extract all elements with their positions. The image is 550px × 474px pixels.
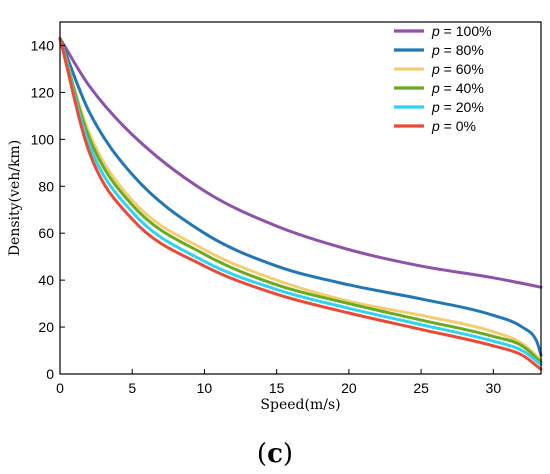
x-tick-label: 15 — [269, 380, 285, 396]
y-tick-label: 100 — [31, 131, 55, 147]
series-line-4 — [58, 36, 543, 367]
y-tick-label: 20 — [38, 319, 54, 335]
y-axis-label: Density(veh/km) — [7, 140, 23, 256]
x-tick-label: 5 — [128, 380, 136, 396]
legend-entry-var: p — [431, 99, 440, 115]
x-tick-label: 0 — [56, 380, 64, 396]
y-tick-label: 60 — [38, 225, 54, 241]
legend-entry-2: p = 60% — [431, 61, 484, 77]
x-tick-label: 25 — [413, 380, 429, 396]
series-line-3 — [58, 36, 543, 364]
legend-entry-var: p — [431, 118, 440, 134]
legend: p = 100%p = 80%p = 60%p = 40%p = 20%p = … — [394, 23, 492, 134]
panel-label-letter: c — [267, 439, 283, 469]
x-tick-label: 20 — [341, 380, 357, 396]
legend-entry-0: p = 100% — [431, 23, 492, 39]
y-tick-label: 0 — [46, 366, 54, 382]
legend-entry-value: = 80% — [440, 42, 484, 58]
x-axis-ticks: 0 5 10 15 20 25 30 — [56, 369, 501, 396]
y-tick-label: 80 — [38, 178, 54, 194]
legend-entry-var: p — [431, 61, 440, 77]
panel-label: (c) — [257, 439, 293, 469]
series-line-2 — [58, 36, 543, 362]
legend-entry-value: = 100% — [440, 23, 492, 39]
legend-entry-var: p — [431, 23, 440, 39]
y-axis-ticks: 0 20 40 60 80 100 120 140 — [31, 37, 65, 382]
legend-entry-value: = 0% — [440, 118, 476, 134]
plot-frame — [59, 21, 542, 375]
y-tick-label: 40 — [38, 272, 54, 288]
legend-entry-var: p — [431, 42, 440, 58]
series-layer — [58, 36, 543, 371]
x-tick-label: 10 — [197, 380, 213, 396]
x-axis-label: Speed(m/s) — [260, 397, 340, 413]
legend-entry-value: = 60% — [440, 61, 484, 77]
x-tick-label: 30 — [486, 380, 502, 396]
series-line-1 — [58, 36, 543, 357]
legend-entry-value: = 40% — [440, 80, 484, 96]
legend-entry-value: = 20% — [440, 99, 484, 115]
legend-entry-5: p = 0% — [431, 118, 476, 134]
panel-label-open: ( — [257, 439, 267, 469]
series-line-5 — [58, 36, 543, 371]
legend-entry-1: p = 80% — [431, 42, 484, 58]
panel-label-close: ) — [283, 439, 293, 469]
legend-entry-3: p = 40% — [431, 80, 484, 96]
legend-entry-var: p — [431, 80, 440, 96]
y-tick-label: 120 — [31, 84, 55, 100]
series-line-0 — [58, 36, 543, 289]
y-tick-label: 140 — [31, 37, 55, 53]
legend-entry-4: p = 20% — [431, 99, 484, 115]
